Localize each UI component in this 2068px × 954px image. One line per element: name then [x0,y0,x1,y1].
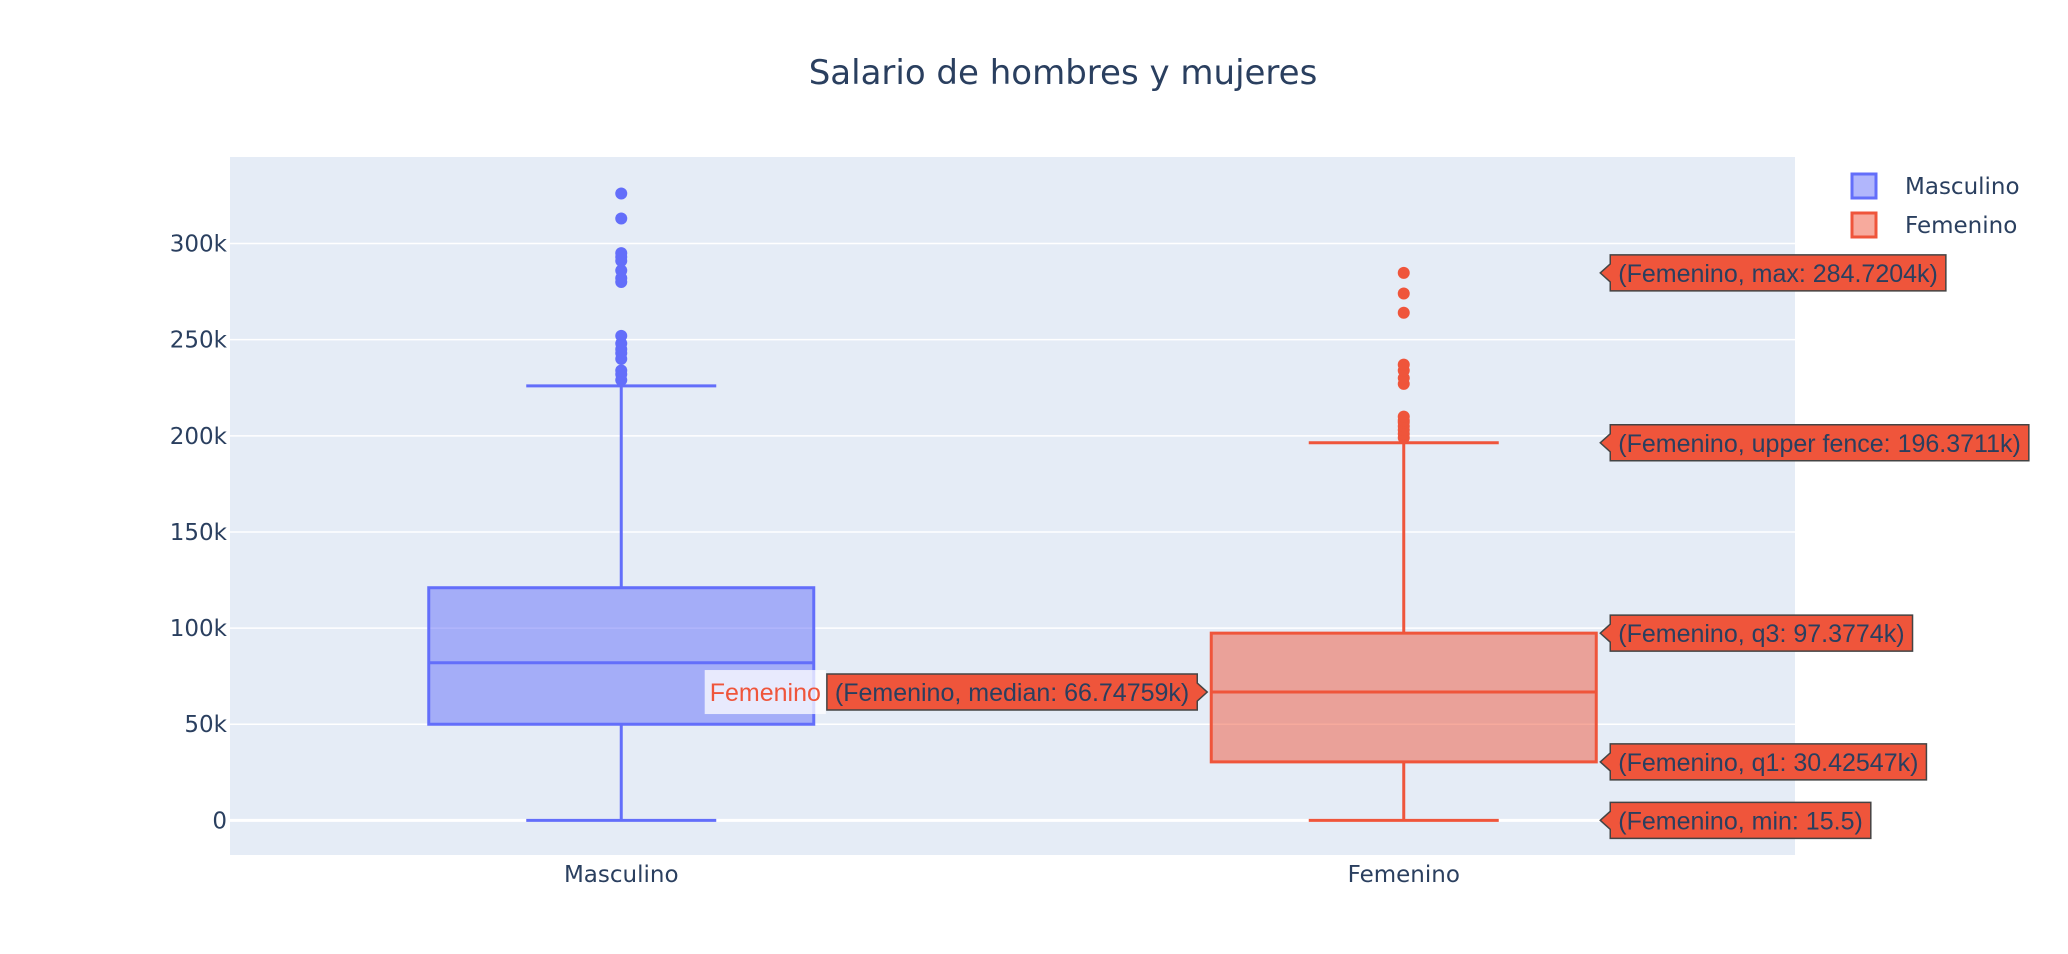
box-femenino[interactable] [1209,266,1598,822]
outlier-point[interactable] [1397,287,1410,300]
outlier-point[interactable] [1397,306,1410,319]
hover-label-median: (Femenino, median: 66.74759k) Femenino [704,670,1209,715]
y-tick-label: 150k [170,520,228,546]
outlier-point[interactable] [615,247,628,260]
x-tick-label: Masculino [564,862,679,888]
hover-label-text: (Femenino, min: 15.5) [1618,807,1863,835]
hover-label-upper_fence: (Femenino, upper fence: 196.3711k) [1599,424,2030,462]
hover-trace-name: Femenino [704,670,826,715]
hover-label-bg [1599,424,2030,462]
hover-label-max: (Femenino, max: 284.7204k) [1599,254,1947,292]
hover-label-text: (Femenino, upper fence: 196.3711k) [1618,430,2021,458]
outlier-point[interactable] [615,187,628,200]
hover-label-bg [1599,254,1947,292]
hover-label-text: (Femenino, q3: 97.3774k) [1618,620,1904,648]
legend-label: Masculino [1905,174,2020,200]
outlier-point[interactable] [615,329,628,342]
x-axis-ticks: Masculino Femenino [564,862,1460,888]
hover-label-bg [1599,743,1928,781]
outlier-point[interactable] [1397,410,1410,423]
outlier-point[interactable] [1397,266,1410,279]
y-tick-label: 200k [170,424,228,450]
y-tick-label: 0 [212,808,227,834]
hover-label-bg [1599,801,1872,840]
hover-label-q3: (Femenino, q3: 97.3774k) [1599,614,1914,652]
outlier-point[interactable] [1397,358,1410,371]
grid-lines [230,242,1795,822]
legend[interactable]: Masculino Femenino [1850,172,2020,239]
outlier-point[interactable] [615,364,628,377]
hover-label-min: (Femenino, min: 15.5) [1599,801,1872,840]
outlier-point[interactable] [615,264,628,277]
legend-swatch [1850,211,1878,239]
y-tick-label: 50k [184,712,227,738]
hover-label-text: (Femenino, q1: 30.42547k) [1618,749,1918,777]
legend-item-masculino[interactable]: Masculino [1850,172,2020,200]
legend-label: Femenino [1905,213,2017,239]
hover-label-text: (Femenino, median: 66.74759k) [835,679,1189,707]
hover-label-bg [1599,614,1914,652]
chart-title: Salario de hombres y mujeres [809,53,1318,93]
hover-trace-name-bg [704,670,826,715]
hover-label-q1: (Femenino, q1: 30.42547k) [1599,743,1928,781]
x-tick-label: Femenino [1348,862,1460,888]
hover-label-bg [826,673,1209,711]
y-tick-label: 300k [170,232,228,258]
outlier-point[interactable] [615,212,628,225]
y-axis-ticks: 0 50k 100k 150k 200k 250k 300k [170,232,228,835]
legend-item-femenino[interactable]: Femenino [1850,211,2017,239]
boxes[interactable] [427,187,1598,822]
y-tick-label: 100k [170,616,228,642]
hover-labels: (Femenino, max: 284.7204k) (Femenino, upp… [704,254,2030,840]
box-iqr[interactable] [1209,631,1598,764]
legend-swatch [1850,172,1878,200]
hover-label-text: (Femenino, max: 284.7204k) [1618,260,1938,288]
y-tick-label: 250k [170,328,228,354]
hover-trace-name-text: Femenino [710,679,821,707]
